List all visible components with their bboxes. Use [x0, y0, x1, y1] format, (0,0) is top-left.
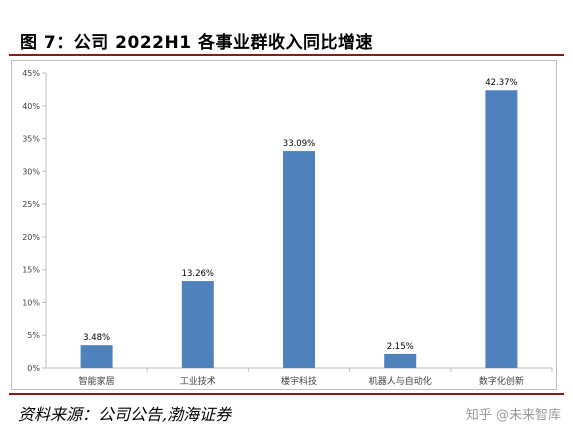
bar-4: [485, 90, 518, 368]
data-label: 3.48%: [83, 333, 110, 343]
data-label: 13.26%: [182, 269, 214, 279]
y-tick-label: 10%: [22, 298, 40, 307]
category-label: 楼宇科技: [281, 375, 317, 387]
y-tick-label: 15%: [22, 266, 40, 275]
y-tick-label: 30%: [22, 167, 40, 176]
y-tick-label: 45%: [22, 69, 40, 78]
chart-frame: 0% 5% 10% 15% 20% 25% 30% 35% 40% 45% 3.48% 智能家居 13.…: [11, 60, 557, 390]
category-label: 工业技术: [180, 375, 216, 387]
source-note: 资料来源：公司公告,渤海证券: [18, 405, 232, 424]
y-tick-label: 40%: [22, 102, 40, 111]
data-label: 33.09%: [283, 139, 315, 149]
y-tick-label: 20%: [22, 233, 40, 242]
data-label: 2.15%: [387, 342, 414, 352]
watermark-text: 知乎 @未来智库: [465, 408, 561, 423]
category-label: 机器人与自动化: [369, 375, 432, 387]
category-label: 数字化创新: [479, 375, 524, 387]
data-label: 42.37%: [485, 78, 517, 88]
y-tick-label: 25%: [22, 200, 40, 209]
top-rule: [9, 54, 564, 56]
y-tick-label: 5%: [27, 331, 40, 340]
bar-2: [283, 151, 315, 368]
bottom-rule: [9, 393, 564, 395]
y-tick-label: 0%: [27, 364, 40, 373]
bar-3: [384, 353, 417, 368]
bar-chart: 0% 5% 10% 15% 20% 25% 30% 35% 40% 45% 3.48% 智能家居 13.…: [22, 69, 553, 387]
y-tick-label: 35%: [22, 135, 40, 144]
category-label: 智能家居: [79, 375, 115, 387]
bar-0: [80, 345, 113, 368]
bar-1: [181, 281, 214, 368]
figure-title: 图 7：公司 2022H1 各事业群收入同比增速: [20, 33, 373, 53]
